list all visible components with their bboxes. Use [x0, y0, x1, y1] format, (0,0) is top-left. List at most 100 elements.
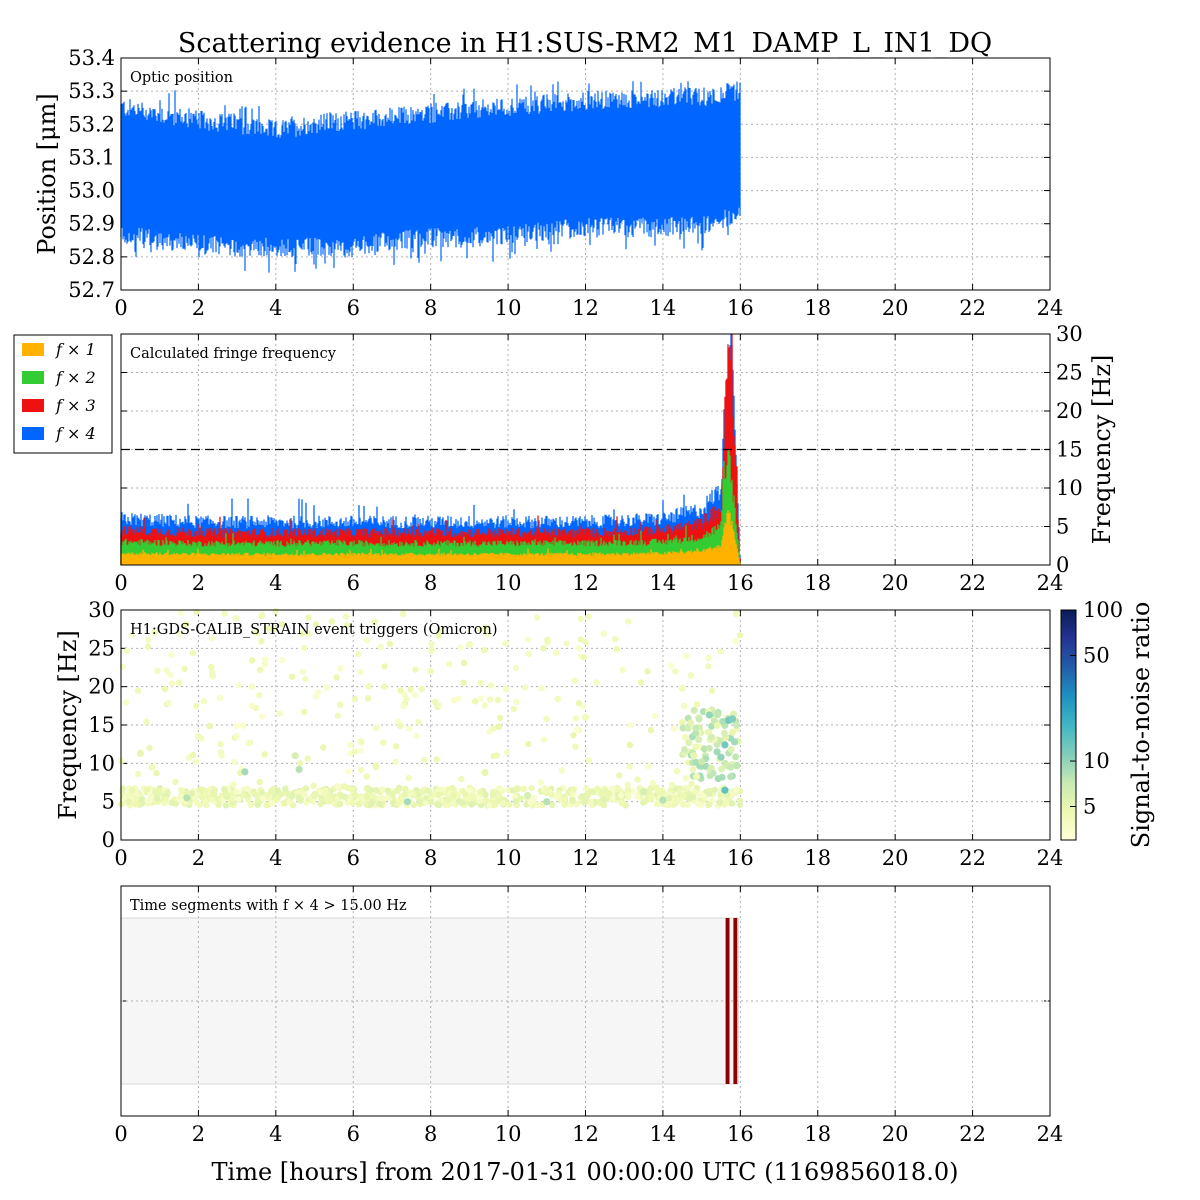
trigger-point: [688, 780, 695, 787]
trigger-point: [365, 683, 373, 690]
trigger-point: [530, 794, 538, 802]
trigger-point: [296, 760, 304, 767]
trigger-point: [302, 675, 309, 683]
panel-annotation: Calculated fringe frequency: [130, 346, 337, 362]
trigger-point: [721, 786, 729, 794]
trigger-point: [612, 635, 619, 643]
x-tick-label: 6: [347, 846, 360, 870]
trigger-point: [312, 621, 320, 628]
trigger-point: [625, 618, 632, 625]
trigger-point: [364, 695, 372, 702]
trigger-point: [730, 738, 739, 746]
trigger-point: [321, 790, 328, 797]
trigger-point: [687, 719, 694, 727]
x-tick-label: 10: [495, 571, 522, 595]
x-tick-label: 24: [1037, 846, 1064, 870]
trigger-point: [600, 630, 607, 637]
trigger-point: [729, 728, 737, 736]
trigger-point: [352, 695, 359, 703]
trigger-point: [413, 732, 420, 739]
trigger-point: [247, 801, 254, 808]
known-segment-band: [120, 917, 739, 1085]
trigger-point: [684, 801, 691, 808]
x-tick-label: 18: [804, 846, 831, 870]
trigger-point: [347, 742, 354, 749]
trigger-point: [363, 793, 371, 800]
trigger-point: [692, 729, 700, 737]
y-tick-label: 15: [1056, 438, 1083, 462]
trigger-point: [455, 797, 463, 805]
trigger-point: [215, 801, 222, 809]
x-tick-label: 4: [269, 296, 282, 320]
trigger-point: [263, 802, 270, 809]
trigger-point: [506, 801, 513, 808]
trigger-point: [580, 654, 588, 661]
y-tick-label: 52.7: [68, 278, 115, 302]
trigger-point: [466, 787, 473, 794]
trigger-point: [558, 767, 566, 774]
trigger-point: [540, 645, 547, 652]
trigger-point: [684, 724, 692, 732]
trigger-point: [692, 724, 700, 732]
y-tick-label: 53.1: [68, 145, 115, 169]
trigger-point: [659, 790, 667, 798]
trigger-point: [619, 666, 626, 674]
y-tick-label: 53.2: [68, 112, 115, 136]
trigger-point: [570, 732, 577, 739]
trigger-point: [733, 786, 740, 793]
trigger-point: [393, 743, 400, 750]
trigger-point: [684, 785, 692, 792]
trigger-point: [618, 792, 625, 799]
trigger-point: [663, 801, 671, 808]
trigger-point: [181, 665, 188, 673]
trigger-point: [299, 668, 307, 675]
y-tick-label: 53.0: [68, 179, 115, 203]
trigger-point: [647, 795, 654, 803]
trigger-point: [235, 796, 242, 803]
x-tick-label: 18: [804, 571, 831, 595]
trigger-point: [732, 638, 739, 645]
trigger-point: [732, 610, 741, 618]
trigger-point: [460, 679, 467, 686]
trigger-point: [217, 741, 224, 748]
trigger-point: [670, 725, 677, 732]
legend-swatch-f3: [22, 399, 44, 412]
trigger-point: [543, 787, 550, 794]
trigger-point: [679, 719, 686, 726]
x-tick-label: 18: [804, 296, 831, 320]
series-f2-area: [120, 449, 741, 565]
trigger-point: [680, 746, 688, 753]
trigger-point: [156, 788, 164, 797]
trigger-point: [716, 737, 724, 745]
x-tick-label: 6: [347, 1122, 360, 1146]
trigger-point: [153, 770, 160, 777]
trigger-point: [502, 685, 510, 693]
x-tick-label: 22: [959, 1122, 986, 1146]
trigger-point: [445, 661, 453, 668]
trigger-point: [272, 607, 279, 615]
trigger-point: [600, 801, 608, 809]
trigger-point: [673, 768, 681, 775]
trigger-point: [468, 801, 475, 808]
trigger-point: [214, 795, 221, 803]
trigger-point: [259, 713, 266, 720]
trigger-point: [721, 729, 728, 737]
trigger-point: [197, 786, 204, 793]
trigger-point: [386, 640, 394, 647]
x-tick-label: 16: [727, 296, 754, 320]
trigger-point: [310, 791, 319, 800]
trigger-point: [482, 624, 489, 631]
y-axis-label: Position [μm]: [33, 93, 61, 255]
x-tick-label: 10: [495, 846, 522, 870]
trigger-point: [561, 796, 569, 804]
trigger-point: [487, 696, 494, 703]
trigger-point: [527, 799, 534, 806]
trigger-point: [521, 684, 529, 691]
trigger-point: [397, 796, 404, 804]
trigger-point: [496, 714, 504, 721]
trigger-point: [153, 795, 161, 802]
x-tick-label: 20: [882, 846, 909, 870]
trigger-point: [713, 721, 721, 729]
trigger-point: [659, 796, 667, 804]
trigger-point: [183, 794, 191, 802]
